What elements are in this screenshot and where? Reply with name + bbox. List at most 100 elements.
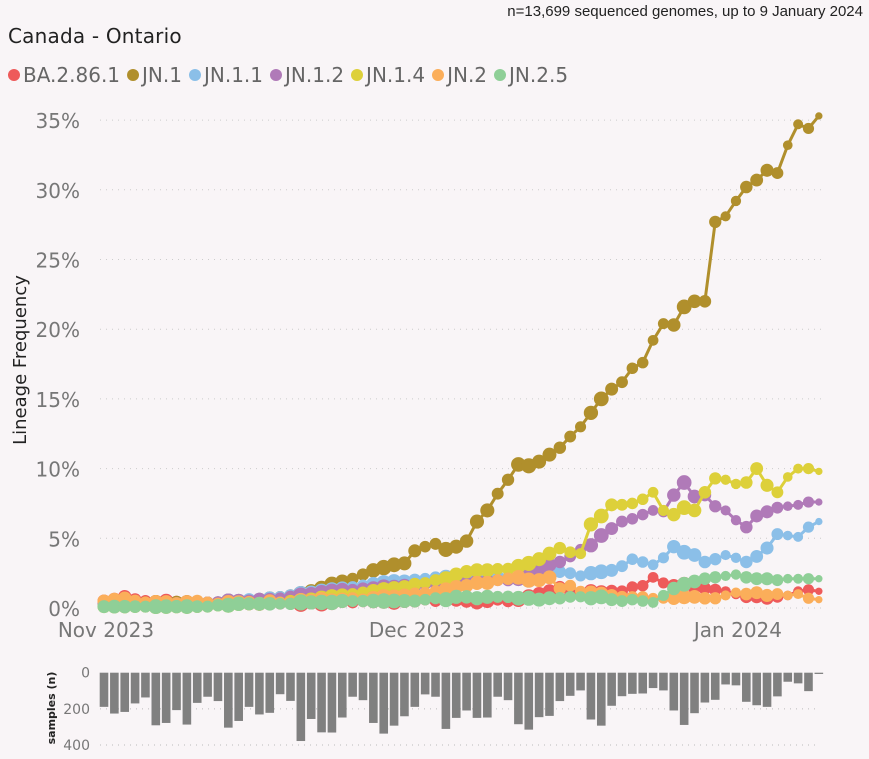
data-point[interactable] [802, 463, 815, 475]
data-point[interactable] [459, 590, 474, 604]
data-point[interactable] [698, 295, 712, 308]
sample-bar[interactable] [565, 672, 575, 696]
sample-bar[interactable] [130, 672, 140, 704]
data-point[interactable] [375, 593, 392, 609]
data-point[interactable] [802, 573, 815, 585]
data-point[interactable] [636, 493, 649, 506]
sample-bar[interactable] [192, 672, 202, 703]
sample-bar[interactable] [576, 672, 585, 691]
data-point[interactable] [553, 541, 567, 555]
data-point[interactable] [626, 497, 639, 510]
data-point[interactable] [771, 528, 784, 541]
data-point[interactable] [740, 180, 753, 194]
data-point[interactable] [616, 595, 628, 607]
data-point[interactable] [356, 568, 370, 581]
data-point[interactable] [480, 575, 495, 590]
data-point[interactable] [97, 600, 111, 614]
sample-bar[interactable] [679, 672, 689, 725]
data-point[interactable] [575, 591, 587, 603]
data-point[interactable] [720, 211, 731, 222]
data-point[interactable] [802, 584, 815, 596]
data-point[interactable] [201, 600, 214, 613]
data-point[interactable] [657, 504, 669, 516]
data-point[interactable] [480, 589, 495, 604]
data-point[interactable] [740, 555, 753, 569]
data-point[interactable] [636, 356, 649, 369]
data-point[interactable] [636, 508, 649, 521]
sample-bar[interactable] [628, 672, 637, 694]
sample-bar[interactable] [783, 672, 793, 682]
data-point[interactable] [760, 588, 774, 602]
data-point[interactable] [657, 318, 669, 330]
data-point[interactable] [815, 467, 823, 476]
data-point[interactable] [616, 376, 628, 389]
sample-bar[interactable] [483, 672, 492, 718]
data-point[interactable] [386, 593, 402, 609]
data-point[interactable] [532, 563, 547, 578]
legend-item-jn-1-1[interactable]: JN.1.1 [188, 63, 263, 87]
data-point[interactable] [408, 577, 422, 591]
sample-bar[interactable] [669, 672, 679, 711]
data-point[interactable] [782, 573, 793, 584]
data-point[interactable] [553, 565, 567, 578]
data-point[interactable] [429, 537, 442, 550]
data-point[interactable] [449, 589, 464, 604]
data-point[interactable] [386, 557, 402, 573]
sample-bar[interactable] [648, 672, 658, 689]
data-point[interactable] [760, 572, 774, 586]
sample-bar[interactable] [690, 672, 699, 714]
data-point[interactable] [231, 596, 246, 612]
data-point[interactable] [687, 503, 702, 518]
data-point[interactable] [583, 405, 599, 420]
data-point[interactable] [583, 517, 599, 532]
data-point[interactable] [480, 563, 495, 578]
data-point[interactable] [782, 530, 793, 541]
data-point[interactable] [564, 546, 577, 559]
data-point[interactable] [771, 574, 784, 587]
data-point[interactable] [730, 587, 742, 598]
data-point[interactable] [793, 463, 804, 474]
data-point[interactable] [802, 521, 815, 533]
sample-bar[interactable] [451, 672, 461, 718]
data-point[interactable] [564, 590, 577, 603]
data-point[interactable] [793, 589, 804, 600]
data-point[interactable] [720, 570, 731, 582]
data-point[interactable] [117, 599, 132, 614]
sample-bar[interactable] [462, 672, 471, 711]
sample-bar[interactable] [286, 672, 295, 701]
data-point[interactable] [698, 582, 712, 595]
legend-item-ba-2-86-1[interactable]: BA.2.86.1 [8, 63, 120, 87]
data-point[interactable] [802, 496, 815, 508]
sample-bar[interactable] [493, 672, 502, 697]
data-point[interactable] [750, 173, 764, 187]
data-point[interactable] [575, 421, 587, 433]
data-point[interactable] [750, 572, 764, 586]
data-point[interactable] [730, 552, 742, 563]
data-point[interactable] [730, 195, 742, 207]
data-point[interactable] [667, 488, 681, 502]
data-point[interactable] [740, 587, 753, 601]
sample-bar[interactable] [244, 672, 254, 707]
data-point[interactable] [720, 474, 731, 485]
sample-bar[interactable] [762, 672, 772, 707]
legend-item-jn-1-4[interactable]: JN.1.4 [351, 63, 425, 87]
data-point[interactable] [815, 575, 823, 583]
sample-bar[interactable] [773, 672, 782, 697]
data-point[interactable] [491, 574, 504, 587]
data-point[interactable] [687, 548, 702, 562]
data-point[interactable] [782, 501, 793, 512]
data-point[interactable] [564, 579, 577, 592]
data-point[interactable] [709, 571, 722, 584]
data-point[interactable] [491, 487, 504, 500]
data-point[interactable] [292, 594, 309, 611]
data-point[interactable] [449, 539, 464, 554]
data-point[interactable] [429, 592, 442, 605]
data-point[interactable] [730, 515, 742, 526]
data-point[interactable] [647, 486, 659, 498]
data-point[interactable] [815, 587, 823, 595]
data-point[interactable] [169, 599, 184, 614]
data-point[interactable] [626, 553, 639, 565]
data-point[interactable] [262, 596, 277, 611]
data-point[interactable] [676, 299, 692, 315]
data-point[interactable] [626, 362, 639, 375]
